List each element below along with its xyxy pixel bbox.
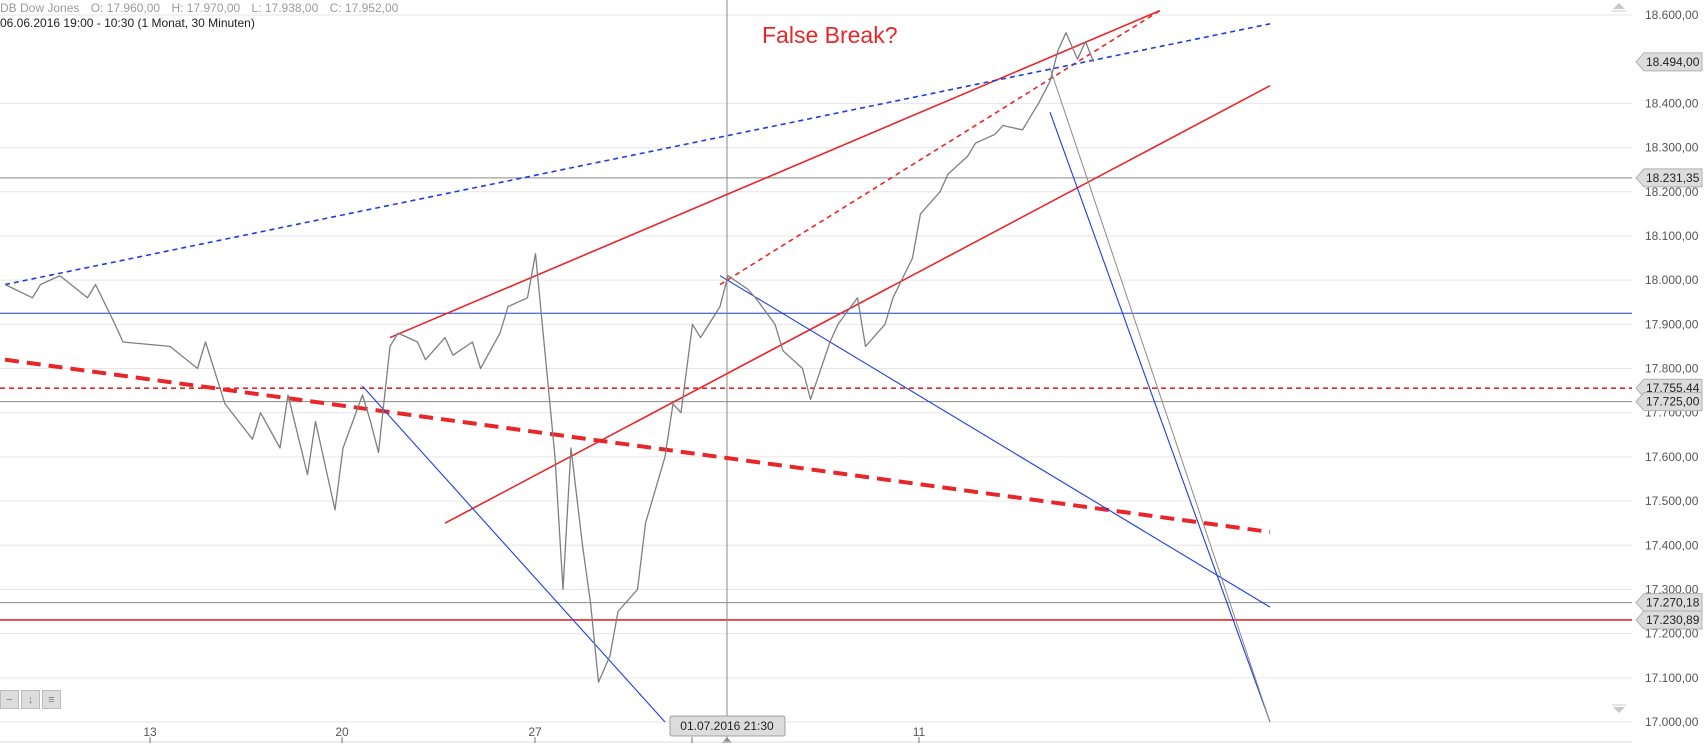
price-label: 17.230,89	[1646, 613, 1700, 627]
price-line	[4, 32, 1095, 683]
y-tick-label: 18.000,00	[1645, 273, 1699, 287]
y-tick-label: 17.900,00	[1645, 317, 1699, 331]
menu-icon[interactable]: ≡	[42, 690, 61, 709]
x-tick-label: 11	[913, 725, 926, 739]
y-tick-label: 18.600,00	[1645, 8, 1699, 22]
low-value: L: 17.938,00	[251, 1, 319, 15]
y-tick-label: 18.300,00	[1645, 141, 1699, 155]
minus-icon[interactable]: −	[0, 690, 19, 709]
trend-line	[1049, 112, 1271, 723]
date-range: 06.06.2016 19:00 - 10:30 (1 Monat, 30 Mi…	[0, 16, 263, 30]
high-value: H: 17.970,00	[171, 1, 241, 15]
trend-lines	[4, 9, 1271, 723]
open-value: O: 17.960,00	[90, 1, 161, 15]
y-tick-label: 18.200,00	[1645, 185, 1699, 199]
y-tick-label: 17.200,00	[1645, 627, 1699, 641]
y-tick-label: 17.400,00	[1645, 538, 1699, 552]
price-label: 17.755,44	[1646, 381, 1700, 395]
price-label-box	[1635, 593, 1703, 613]
price-series	[4, 32, 1095, 683]
crosshair: 01.07.2016 21:30	[669, 0, 786, 743]
trend-line	[4, 357, 1271, 534]
trend-line	[444, 84, 1271, 524]
y-tick-label: 17.000,00	[1645, 715, 1699, 729]
trend-line	[719, 275, 1271, 608]
price-label: 18.494,00	[1646, 55, 1700, 69]
date-range-text: 06.06.2016 19:00 - 10:30 (1 Monat, 30 Mi…	[0, 16, 255, 30]
y-tick-label: 17.100,00	[1645, 671, 1699, 685]
y-tick-label: 17.500,00	[1645, 494, 1699, 508]
y-axis: 18.600,00 18.400,00 18.300,00 18.200,00 18.1…	[1645, 8, 1699, 729]
grid	[0, 14, 1632, 723]
price-label-box	[1635, 52, 1703, 72]
x-tick-label: 27	[528, 725, 542, 739]
trend-line	[389, 9, 1161, 339]
price-label: 18.231,35	[1646, 171, 1700, 185]
x-tick-label: 20	[335, 725, 349, 739]
horizontal-lines	[0, 177, 1632, 621]
price-label-box	[1635, 392, 1703, 412]
y-tick-label: 18.400,00	[1645, 96, 1699, 110]
crosshair-label: 01.07.2016 21:30	[680, 719, 774, 733]
close-value: C: 17.952,00	[329, 1, 399, 15]
trend-line	[1049, 67, 1271, 723]
price-label-box	[1635, 610, 1703, 630]
x-tick-label: 13	[143, 725, 157, 739]
ohlc-header: DB Dow Jones O: 17.960,00 H: 17.970,00 L…	[0, 1, 406, 15]
price-label: 17.270,18	[1646, 596, 1700, 610]
y-tick-label: 18.100,00	[1645, 229, 1699, 243]
x-axis: 13 20 27 11	[0, 725, 1632, 743]
crosshair-label-box	[669, 715, 786, 737]
triangle-up-icon[interactable]	[1609, 0, 1629, 12]
trend-line	[362, 385, 666, 723]
y-tick-label: 17.600,00	[1645, 450, 1699, 464]
triangle-down-icon[interactable]	[1609, 704, 1629, 716]
annotation-false-break: False Break?	[762, 22, 898, 48]
arrow-down-icon[interactable]: ↓	[21, 690, 40, 709]
instrument-name: DB Dow Jones	[0, 1, 80, 15]
trend-line	[4, 23, 1271, 286]
price-label: 17.725,00	[1646, 395, 1700, 409]
y-tick-label: 17.300,00	[1645, 582, 1699, 596]
price-label-box	[1635, 168, 1703, 188]
y-tick-label: 17.800,00	[1645, 362, 1699, 376]
